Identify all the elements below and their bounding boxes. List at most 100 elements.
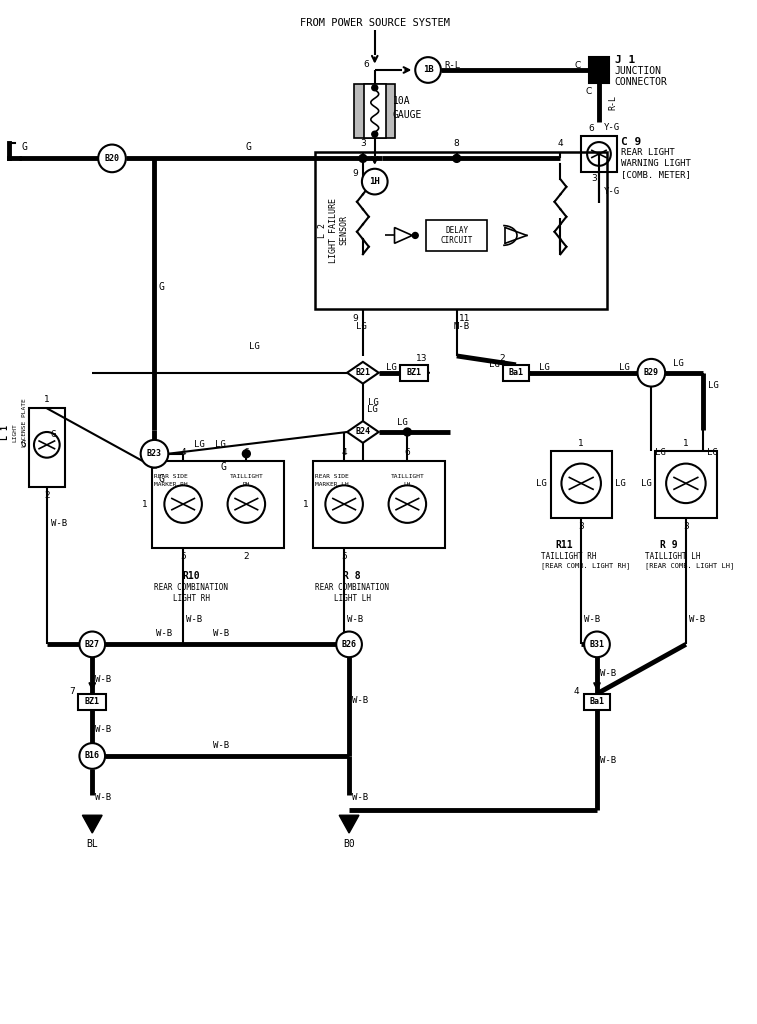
Text: Ba1: Ba1 <box>590 697 605 707</box>
Text: 3: 3 <box>360 138 366 147</box>
Text: B24: B24 <box>355 427 370 436</box>
Text: L 2
LIGHT FAILURE
SENSOR: L 2 LIGHT FAILURE SENSOR <box>319 198 348 263</box>
Text: LG: LG <box>249 342 260 350</box>
Text: LG: LG <box>194 439 204 449</box>
Bar <box>364 84 385 138</box>
Text: LG: LG <box>397 418 408 427</box>
Text: 6: 6 <box>588 124 594 133</box>
Text: W-B: W-B <box>347 615 363 625</box>
Bar <box>656 451 717 518</box>
Text: CONNECTOR: CONNECTOR <box>615 77 668 87</box>
Text: 3: 3 <box>591 174 597 182</box>
Circle shape <box>453 155 461 163</box>
Text: 6: 6 <box>404 447 410 457</box>
Bar <box>581 136 617 172</box>
Text: LIGHT RH: LIGHT RH <box>173 594 210 603</box>
Text: 1: 1 <box>44 395 50 404</box>
Text: LG: LG <box>356 322 366 331</box>
Text: G: G <box>21 142 27 153</box>
Text: LG: LG <box>368 398 378 407</box>
Bar <box>503 365 529 381</box>
Text: C: C <box>586 87 592 96</box>
Text: 1: 1 <box>142 500 148 509</box>
Text: REAR SIDE: REAR SIDE <box>154 474 188 479</box>
Text: RH: RH <box>242 482 250 486</box>
Text: W-B: W-B <box>95 725 111 734</box>
Text: B0: B0 <box>343 839 355 849</box>
Text: 2: 2 <box>244 553 249 561</box>
Polygon shape <box>83 815 102 833</box>
Circle shape <box>242 450 251 458</box>
Text: MARKER RH: MARKER RH <box>154 482 188 486</box>
Text: MARKER LH: MARKER LH <box>316 482 349 486</box>
Text: TAILLIGHT: TAILLIGHT <box>229 474 263 479</box>
Text: G: G <box>51 430 56 439</box>
Bar <box>79 693 106 710</box>
Bar <box>426 219 488 251</box>
Text: REAR SIDE: REAR SIDE <box>316 474 349 479</box>
Text: LG: LG <box>640 479 651 487</box>
Text: 4: 4 <box>574 687 579 696</box>
Text: 13: 13 <box>416 354 428 364</box>
Text: LG: LG <box>367 404 378 414</box>
Text: W-B: W-B <box>213 630 229 638</box>
Text: 6: 6 <box>363 59 369 69</box>
Text: G: G <box>20 440 26 450</box>
Text: W-B: W-B <box>352 696 368 706</box>
Text: LG: LG <box>618 364 630 373</box>
Text: Y-G: Y-G <box>604 187 620 196</box>
Text: BZ1: BZ1 <box>85 697 100 707</box>
Bar <box>316 153 607 308</box>
Text: TAILLIGHT LH: TAILLIGHT LH <box>646 552 701 560</box>
Text: LG: LG <box>215 439 226 449</box>
Circle shape <box>413 232 418 239</box>
Text: W-B: W-B <box>600 757 616 765</box>
Text: R-L: R-L <box>609 95 618 111</box>
Circle shape <box>416 57 441 83</box>
Text: W-B: W-B <box>186 615 202 625</box>
Text: WARNING LIGHT: WARNING LIGHT <box>621 160 690 168</box>
Text: B26: B26 <box>341 640 357 649</box>
Text: LG: LG <box>536 479 547 487</box>
Text: 4: 4 <box>558 138 563 147</box>
Text: TAILLIGHT RH: TAILLIGHT RH <box>540 552 597 560</box>
Text: B29: B29 <box>643 369 659 377</box>
Text: G: G <box>221 462 226 472</box>
Circle shape <box>403 428 411 436</box>
Text: REAR LIGHT: REAR LIGHT <box>621 148 674 158</box>
Text: [COMB. METER]: [COMB. METER] <box>621 170 690 179</box>
Bar <box>151 461 284 548</box>
Text: TAILLIGHT: TAILLIGHT <box>391 474 424 479</box>
Circle shape <box>98 144 126 172</box>
Text: W-B: W-B <box>157 630 173 638</box>
Circle shape <box>336 632 362 657</box>
Text: L 1: L 1 <box>1 426 10 440</box>
Text: B23: B23 <box>147 450 162 458</box>
Text: W-B: W-B <box>689 615 705 625</box>
Text: 2: 2 <box>500 354 505 364</box>
Text: LG: LG <box>656 449 666 458</box>
Text: R11: R11 <box>556 540 573 550</box>
Text: LG: LG <box>386 364 397 373</box>
Bar <box>550 451 612 518</box>
Text: 5: 5 <box>341 553 347 561</box>
Circle shape <box>372 85 378 91</box>
Text: 10A: 10A <box>393 96 410 106</box>
Text: B27: B27 <box>85 640 100 649</box>
Text: REAR COMBINATION: REAR COMBINATION <box>315 583 389 592</box>
Bar <box>29 409 64 487</box>
Text: C 9: C 9 <box>621 137 641 147</box>
Text: R10: R10 <box>182 571 200 582</box>
Text: Y: Y <box>443 222 449 232</box>
Text: G: G <box>158 282 164 292</box>
Polygon shape <box>347 361 378 384</box>
Text: 4: 4 <box>180 447 186 457</box>
Text: W-B: W-B <box>95 793 111 802</box>
Text: 1: 1 <box>303 500 309 509</box>
Text: B20: B20 <box>104 154 120 163</box>
Text: B16: B16 <box>85 752 100 761</box>
Circle shape <box>637 358 665 386</box>
Text: G: G <box>158 474 164 484</box>
Text: 9: 9 <box>352 314 358 324</box>
Text: LG: LG <box>489 360 500 370</box>
